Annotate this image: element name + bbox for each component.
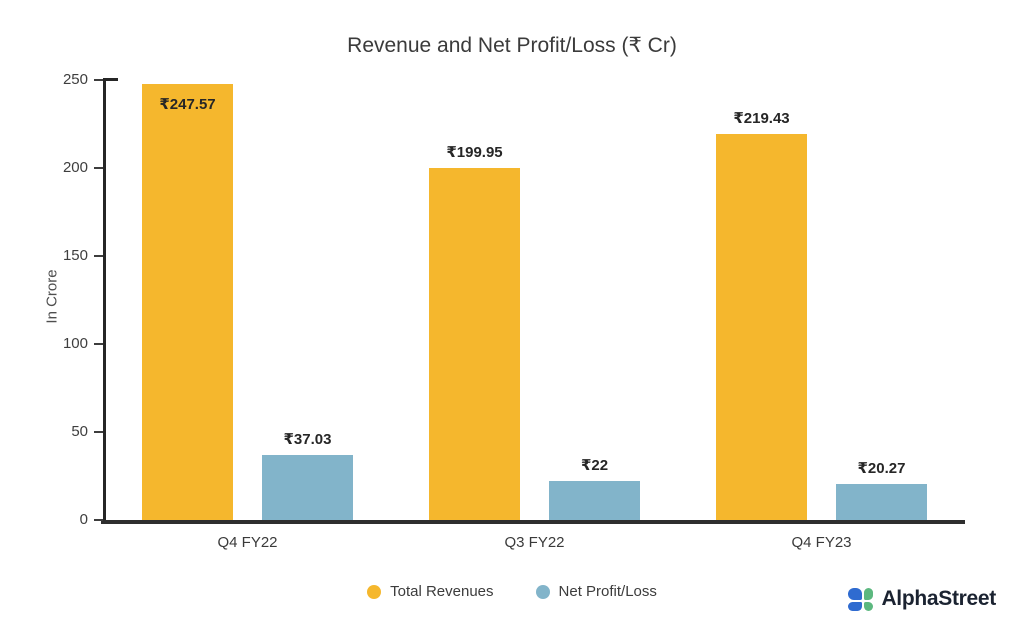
bar-net-profit-loss: [262, 454, 353, 520]
logo-shape-bottom-right: [864, 601, 874, 611]
y-tick-label: 100: [62, 335, 88, 352]
y-tick-mark: [94, 343, 103, 345]
bar-total-revenues: [429, 168, 520, 520]
x-category-label: Q4 FY23: [791, 534, 852, 551]
x-axis-line: [101, 520, 965, 524]
bar-value-label: ₹247.57: [159, 96, 216, 114]
bar-net-profit-loss: [836, 484, 927, 520]
logo-shape-bottom-left: [848, 601, 863, 611]
alphastreet-logo: AlphaStreet: [848, 587, 996, 611]
bar-value-label: ₹20.27: [857, 460, 906, 478]
y-tick-mark: [94, 519, 103, 521]
chart-title: Revenue and Net Profit/Loss (₹ Cr): [347, 34, 677, 57]
x-category-label: Q3 FY22: [504, 534, 565, 551]
logo-shape-top-left: [848, 587, 863, 600]
legend-marker-icon: [535, 584, 550, 599]
logo-shape-top-right: [864, 587, 874, 600]
legend-marker-icon: [367, 584, 382, 599]
y-tick-label: 50: [71, 423, 88, 440]
x-category-label: Q4 FY22: [217, 534, 278, 551]
y-tick-mark: [94, 431, 103, 433]
legend-label: Total Revenues: [390, 583, 494, 600]
y-axis-line: [103, 78, 106, 523]
bar-total-revenues: [716, 133, 807, 520]
legend-item-net-profit-loss: Net Profit/Loss: [535, 583, 657, 600]
bar-net-profit-loss: [549, 481, 640, 520]
y-tick-label: 150: [62, 247, 88, 264]
y-tick-label: 250: [62, 71, 88, 88]
bar-total-revenues: [142, 84, 233, 520]
legend-item-total-revenues: Total Revenues: [367, 583, 494, 600]
legend: Total Revenues Net Profit/Loss: [0, 583, 1024, 600]
bar-value-label: ₹37.03: [283, 430, 332, 448]
y-tick-mark: [94, 167, 103, 169]
legend-label: Net Profit/Loss: [558, 583, 657, 600]
alphastreet-logo-text: AlphaStreet: [881, 587, 996, 610]
y-tick-label: 0: [79, 511, 88, 528]
y-tick-mark: [94, 255, 103, 257]
y-tick-label: 200: [62, 159, 88, 176]
y-tick-mark: [94, 79, 103, 81]
y-axis-top-tick: [103, 78, 118, 81]
alphastreet-logo-icon: [848, 587, 874, 611]
bar-value-label: ₹219.43: [733, 109, 790, 127]
bar-value-label: ₹199.95: [446, 144, 503, 162]
bar-value-label: ₹22: [580, 457, 609, 475]
plot-area: 0 50 100 150 200 250 ₹247.57 ₹37.03 ₹199.95 ₹22 ₹…: [63, 71, 965, 551]
